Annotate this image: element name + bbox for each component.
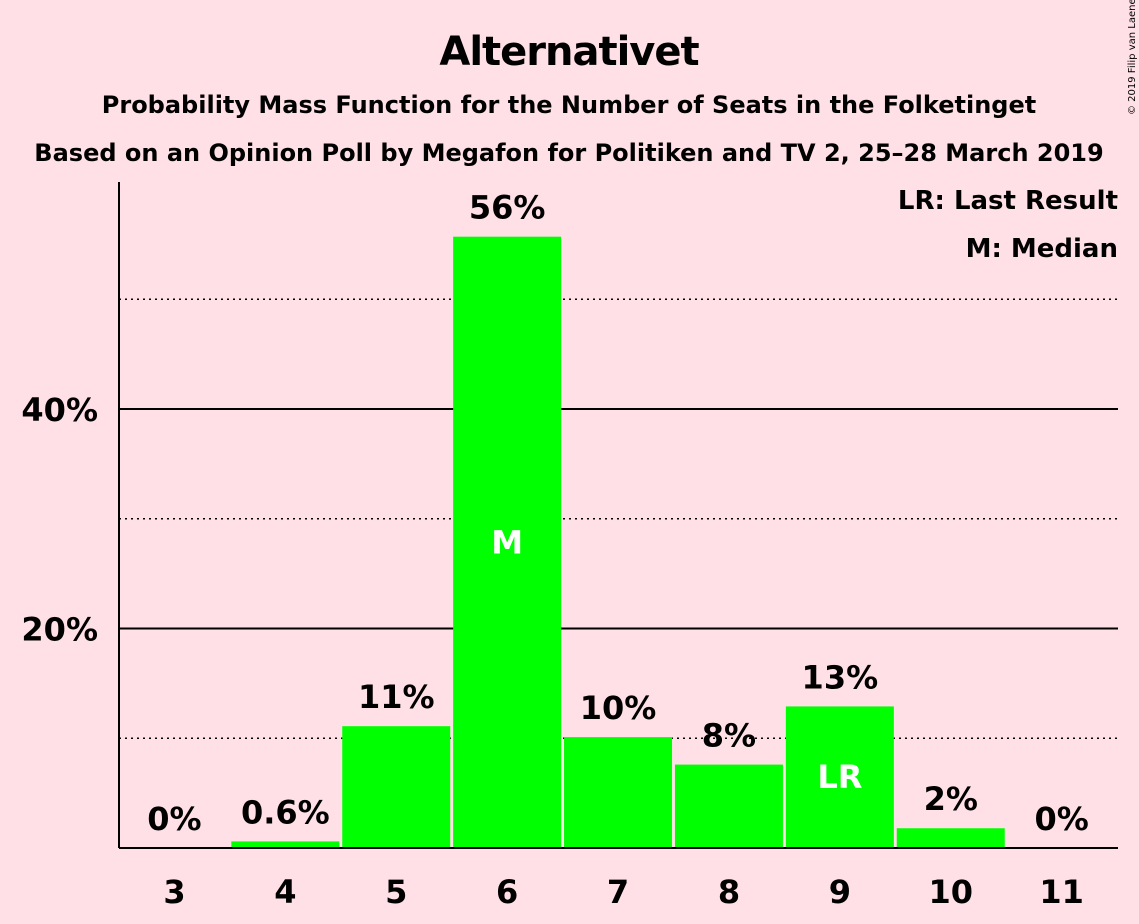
- value-label-3: 0%: [147, 800, 201, 838]
- x-tick-label-8: 8: [718, 873, 740, 911]
- x-tick-label-4: 4: [274, 873, 296, 911]
- labels: 0% 3 0.6% 4 11% 5 56% 6 10% 7 8% 8 13% 9 2% 10 0% 11 M LR: [147, 189, 1089, 911]
- chart-subtitle-1: Probability Mass Function for the Number…: [102, 91, 1036, 119]
- value-label-7: 10%: [580, 689, 657, 727]
- bars: [231, 236, 1005, 848]
- axes: [118, 182, 1118, 849]
- copyright-notice: © 2019 Filip van Laenen: [1127, 0, 1138, 115]
- bar-7: [564, 737, 673, 848]
- bar-6: [453, 236, 562, 848]
- bar-4: [231, 841, 340, 848]
- bar-5: [342, 726, 451, 848]
- bar-annotation-m: M: [491, 523, 523, 561]
- y-tick-label: 20%: [21, 611, 98, 649]
- bar-annotation-lr: LR: [817, 758, 862, 796]
- x-tick-label-3: 3: [163, 873, 185, 911]
- bar-10: [896, 828, 1005, 848]
- value-label-9: 13%: [802, 658, 879, 696]
- x-tick-label-7: 7: [607, 873, 629, 911]
- x-tick-label-5: 5: [385, 873, 407, 911]
- value-label-11: 0%: [1034, 800, 1088, 838]
- bar-9: [785, 706, 894, 848]
- gridlines: 20% 40%: [21, 298, 1118, 739]
- x-tick-label-9: 9: [829, 873, 851, 911]
- value-label-8: 8%: [702, 717, 756, 755]
- x-tick-label-6: 6: [496, 873, 518, 911]
- value-label-5: 11%: [358, 678, 435, 716]
- value-label-10: 2%: [924, 780, 978, 818]
- y-tick-label: 40%: [21, 391, 98, 429]
- chart-subtitle-2: Based on an Opinion Poll by Megafon for …: [34, 139, 1103, 167]
- x-tick-label-10: 10: [928, 873, 973, 911]
- legend-median: M: Median: [966, 234, 1118, 264]
- chart-title: Alternativet: [439, 29, 699, 75]
- legend-last-result: LR: Last Result: [898, 186, 1118, 216]
- bar-8: [674, 764, 783, 848]
- x-tick-label-11: 11: [1039, 873, 1084, 911]
- value-label-4: 0.6%: [241, 793, 330, 831]
- value-label-6: 56%: [469, 189, 546, 227]
